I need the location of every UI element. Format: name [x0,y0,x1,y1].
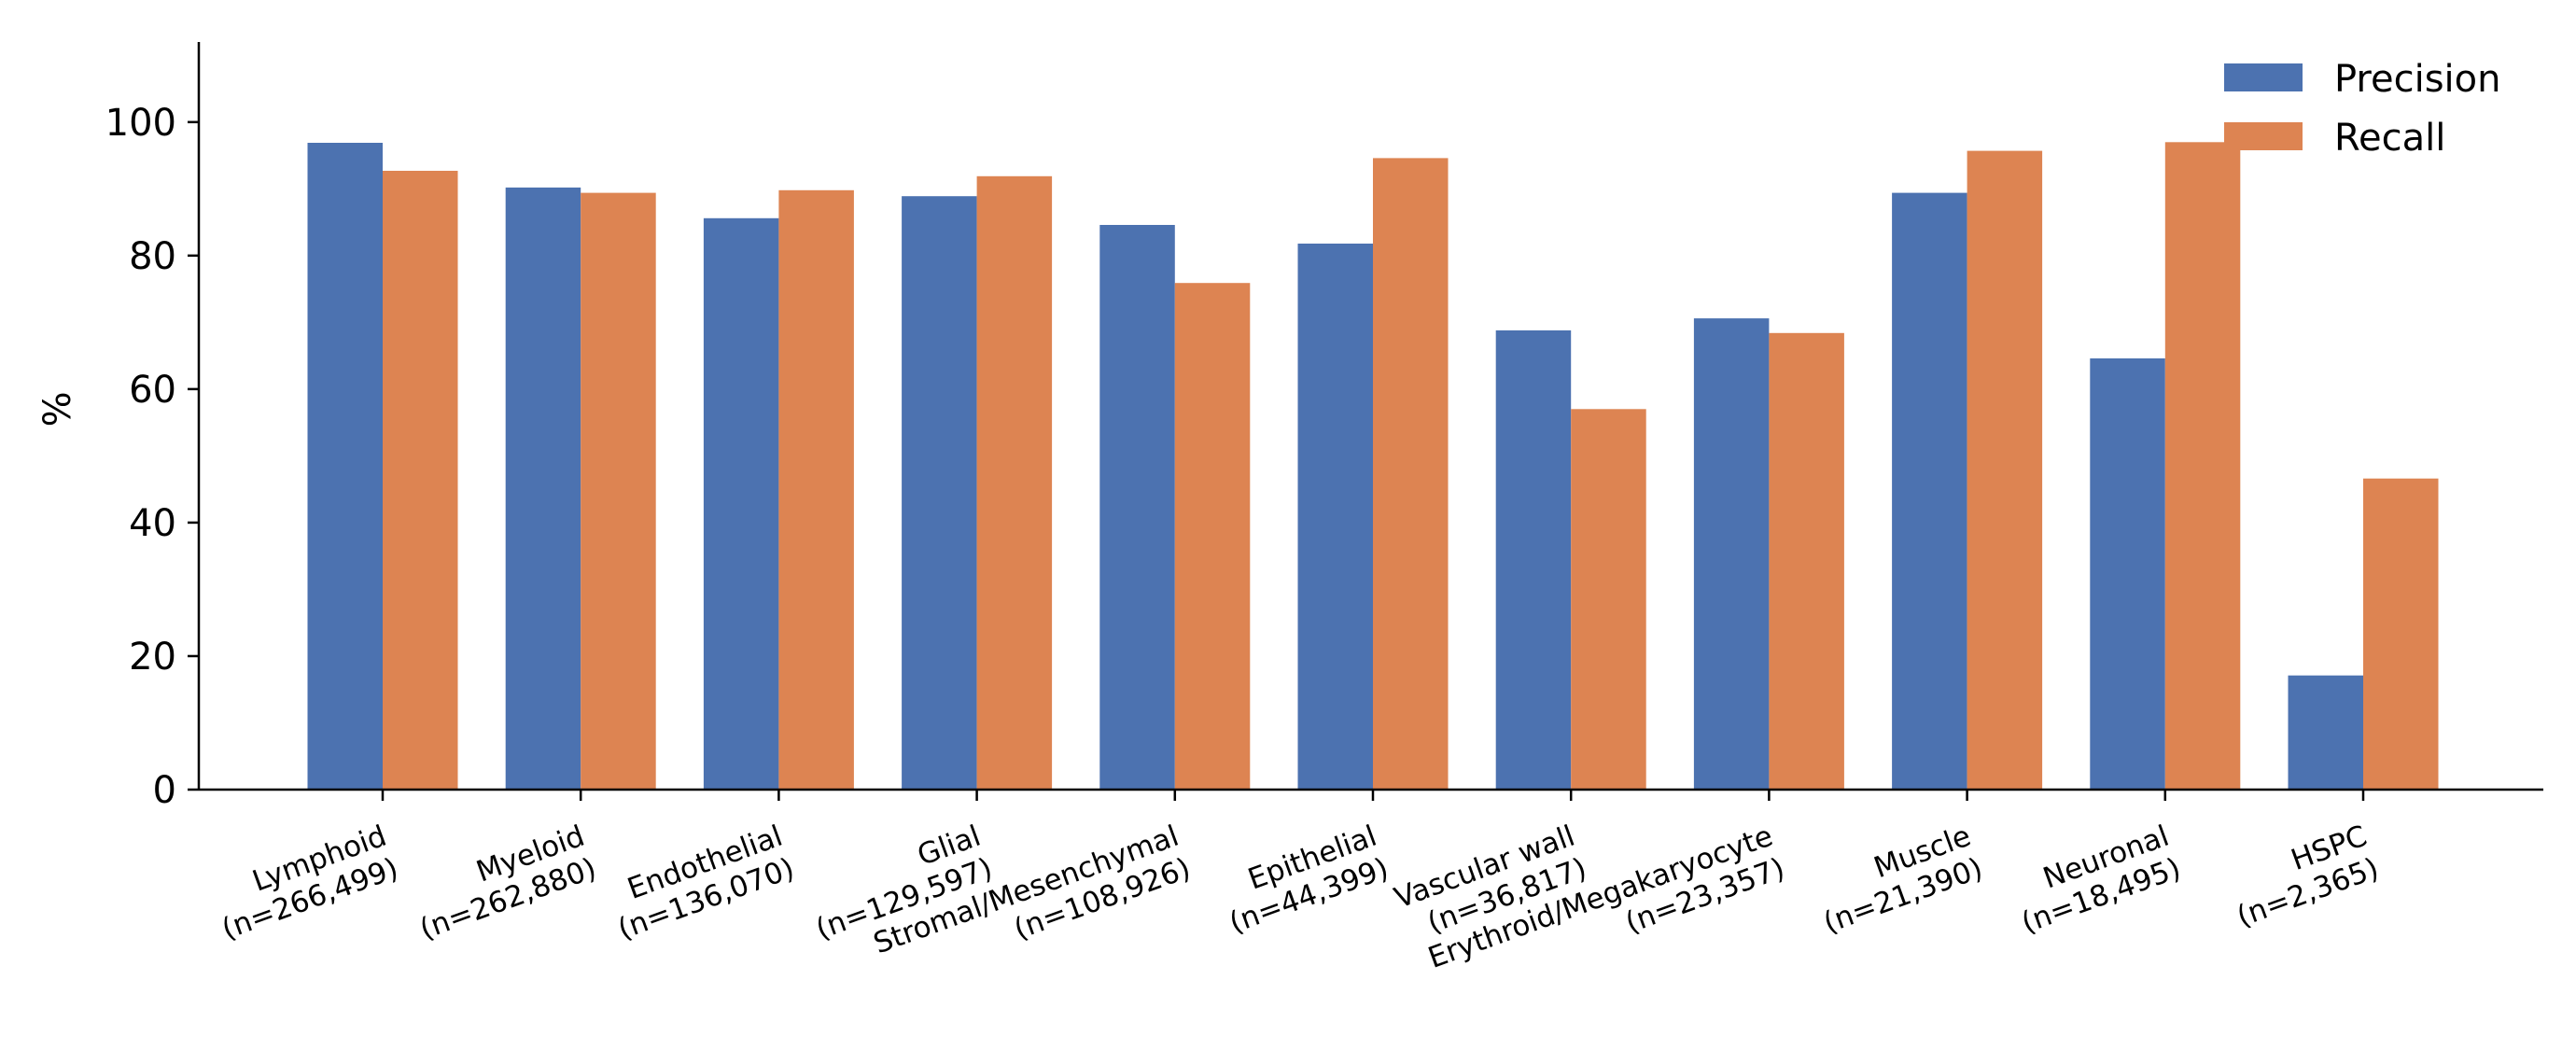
bar-recall-0 [383,171,458,790]
legend: Precision Recall [2224,58,2500,160]
legend-swatch-recall [2224,122,2303,150]
bar-precision-7 [1693,318,1770,790]
bar-precision-8 [1892,192,1967,791]
bar-recall-8 [1967,150,2043,791]
bar-precision-1 [505,187,581,790]
x-tick-label: Myeloid(n=262,880) [404,819,601,946]
y-tick-label: 80 [129,235,176,278]
bars-group [307,142,2439,791]
bar-recall-7 [1769,332,1844,790]
y-tick-label: 40 [129,502,176,545]
y-tick-label: 100 [105,102,176,145]
bar-precision-6 [1495,330,1572,790]
bar-recall-5 [1373,158,1449,790]
legend-swatch-precision [2224,63,2303,91]
bar-precision-0 [307,143,383,790]
bar-recall-2 [778,189,854,791]
y-ticks-group: 0 20 40 60 80 100 [105,102,199,812]
x-tick-label: Endothelial(n=136,070) [602,819,799,946]
bar-precision-10 [2288,675,2363,790]
x-tick-label: HSPC(n=2,365) [2220,819,2383,934]
y-tick-label: 60 [129,369,176,412]
legend-label-recall: Recall [2334,117,2445,160]
bar-recall-10 [2363,478,2439,790]
bar-precision-4 [1099,225,1175,790]
bar-recall-9 [2164,142,2241,791]
axes-group [197,42,2543,791]
x-ticks-group: Lymphoid(n=266,499) Myeloid(n=262,880) End… [205,790,2383,975]
y-axis-label: % [36,391,79,427]
bar-recall-6 [1571,409,1646,790]
legend-label-precision: Precision [2334,58,2500,101]
bar-precision-5 [1297,244,1373,790]
bar-recall-3 [976,175,1053,791]
bar-recall-1 [581,192,656,791]
y-tick-label: 0 [153,769,176,812]
bar-precision-2 [703,217,779,791]
y-tick-label: 20 [129,636,176,679]
x-tick-label: Lymphoid(n=266,499) [205,819,402,946]
bar-precision-9 [2090,358,2165,790]
x-tick-label: Neuronal(n=18,495) [2006,819,2185,941]
x-tick-label: Epithelial(n=44,399) [1213,819,1393,941]
bar-precision-3 [902,196,977,790]
bar-recall-4 [1174,283,1251,790]
x-tick-label: Muscle(n=21,390) [1807,819,1986,941]
